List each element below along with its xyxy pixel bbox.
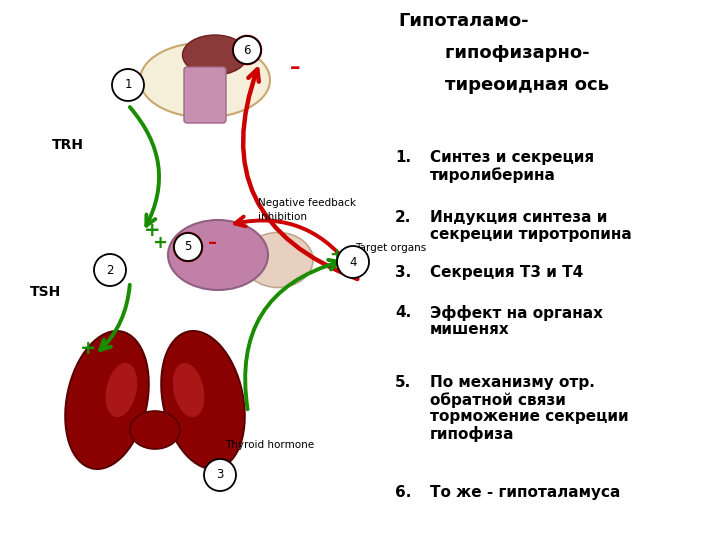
Text: 2: 2	[107, 264, 114, 276]
FancyBboxPatch shape	[184, 67, 226, 123]
Text: Thyroid hormone: Thyroid hormone	[225, 440, 314, 450]
Text: 1: 1	[125, 78, 132, 91]
Ellipse shape	[161, 331, 245, 469]
Text: +: +	[153, 234, 168, 252]
Text: Negative feedback
inhibition: Negative feedback inhibition	[258, 198, 356, 221]
Text: 6.: 6.	[395, 485, 411, 500]
Text: +: +	[329, 246, 343, 264]
Circle shape	[204, 459, 236, 491]
Text: 2.: 2.	[395, 210, 411, 225]
Text: 4.: 4.	[395, 305, 411, 320]
Text: –: –	[289, 58, 300, 78]
Text: То же - гипоталамуса: То же - гипоталамуса	[430, 485, 621, 500]
Ellipse shape	[106, 363, 137, 417]
Circle shape	[112, 69, 144, 101]
Text: гипофиза: гипофиза	[430, 426, 515, 442]
Text: Гипоталамо-: Гипоталамо-	[398, 12, 528, 30]
Text: мишенях: мишенях	[430, 322, 510, 337]
Text: обратной связи: обратной связи	[430, 392, 566, 408]
Ellipse shape	[130, 411, 180, 449]
Text: 1.: 1.	[395, 150, 411, 165]
Text: Синтез и секреция: Синтез и секреция	[430, 150, 594, 165]
Circle shape	[94, 254, 126, 286]
Ellipse shape	[182, 35, 248, 75]
Text: 3: 3	[216, 469, 224, 482]
Text: По механизму отр.: По механизму отр.	[430, 375, 595, 390]
Ellipse shape	[66, 331, 149, 469]
Ellipse shape	[243, 233, 313, 287]
Text: 6: 6	[243, 44, 251, 57]
Text: Индукция синтеза и: Индукция синтеза и	[430, 210, 608, 225]
Circle shape	[233, 36, 261, 64]
Text: торможение секреции: торможение секреции	[430, 409, 629, 424]
Text: –: –	[208, 234, 217, 252]
Ellipse shape	[140, 43, 270, 118]
Text: TRH: TRH	[52, 138, 84, 152]
Circle shape	[337, 246, 369, 278]
Ellipse shape	[173, 363, 204, 417]
Text: 5: 5	[184, 240, 192, 253]
Text: Target organs: Target organs	[355, 243, 426, 253]
Text: 4: 4	[349, 255, 356, 268]
Circle shape	[233, 36, 261, 64]
Text: Секреция Т3 и Т4: Секреция Т3 и Т4	[430, 265, 583, 280]
Text: тиролиберина: тиролиберина	[430, 167, 556, 183]
Text: тиреоидная ось: тиреоидная ось	[420, 76, 609, 94]
Text: +: +	[144, 220, 161, 240]
Text: секреции тиротропина: секреции тиротропина	[430, 227, 631, 242]
Text: 3.: 3.	[395, 265, 411, 280]
Circle shape	[174, 233, 202, 261]
Text: гипофизарно-: гипофизарно-	[420, 44, 590, 62]
Text: 5.: 5.	[395, 375, 411, 390]
Circle shape	[174, 233, 202, 261]
Text: +: +	[80, 339, 96, 357]
Ellipse shape	[168, 220, 268, 290]
Text: TSH: TSH	[30, 285, 61, 299]
Text: Эффект на органах: Эффект на органах	[430, 305, 603, 321]
